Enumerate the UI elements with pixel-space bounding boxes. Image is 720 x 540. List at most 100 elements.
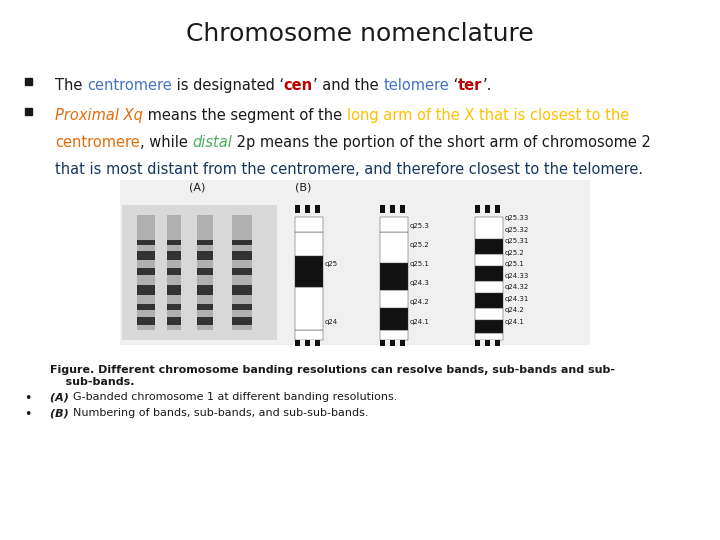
Bar (167, 285, 181, 295)
Text: long arm of the X that is closest to the: long arm of the X that is closest to the (346, 108, 629, 123)
Bar (480, 340, 485, 346)
Bar (197, 251, 213, 260)
Bar (380, 340, 385, 346)
Text: (A): (A) (50, 392, 73, 402)
Bar (232, 215, 252, 330)
Text: (A): (A) (189, 182, 206, 192)
Bar (475, 205, 480, 213)
Text: cen: cen (284, 78, 313, 93)
Bar (380, 232, 408, 262)
Text: q24.32: q24.32 (505, 284, 529, 290)
Bar (300, 340, 305, 346)
Bar (385, 340, 390, 346)
Text: q25.2: q25.2 (410, 242, 430, 248)
Bar (25, 108, 32, 115)
Bar (137, 285, 155, 295)
Bar (495, 340, 500, 346)
Text: q24.1: q24.1 (410, 319, 430, 325)
Text: q25.3: q25.3 (410, 222, 430, 229)
Bar (232, 285, 252, 295)
Bar (380, 262, 408, 289)
Bar (390, 340, 395, 346)
Bar (310, 205, 315, 213)
Text: q24.33: q24.33 (505, 273, 529, 279)
Text: , while: , while (140, 135, 192, 150)
Text: q24.2: q24.2 (410, 299, 430, 306)
Text: telomere: telomere (383, 78, 449, 93)
Bar (395, 205, 400, 213)
Bar (197, 268, 213, 275)
Bar (475, 293, 503, 308)
Text: q25.33: q25.33 (505, 215, 529, 221)
Bar (485, 205, 490, 213)
Text: ’.: ’. (482, 78, 492, 93)
Bar (295, 330, 323, 340)
Bar (475, 217, 503, 239)
Bar (380, 308, 408, 330)
Text: 2p means the portion of the short arm of chromosome 2: 2p means the portion of the short arm of… (232, 135, 651, 150)
Text: q25.1: q25.1 (410, 261, 430, 267)
Bar (295, 205, 300, 213)
Bar (390, 205, 395, 213)
Bar (295, 217, 323, 232)
Bar (475, 333, 503, 340)
Bar (300, 205, 305, 213)
Text: ’ and the: ’ and the (313, 78, 383, 93)
Bar (310, 340, 315, 346)
Text: q25.32: q25.32 (505, 227, 529, 233)
Bar (380, 205, 385, 213)
Bar (475, 266, 503, 281)
Bar (167, 317, 181, 325)
Bar (380, 217, 408, 232)
Bar (197, 240, 213, 245)
Text: (B): (B) (295, 182, 311, 192)
Bar (380, 289, 408, 308)
Text: centromere: centromere (87, 78, 172, 93)
Text: ter: ter (458, 78, 482, 93)
Text: Figure. Different chromosome banding resolutions can resolve bands, sub-bands an: Figure. Different chromosome banding res… (50, 365, 615, 387)
Bar (305, 340, 310, 346)
Bar (197, 317, 213, 325)
Text: ‘: ‘ (449, 78, 458, 93)
Bar (295, 232, 323, 256)
Text: •: • (24, 408, 32, 421)
Bar (232, 268, 252, 275)
Text: Proximal Xq: Proximal Xq (55, 108, 143, 123)
Text: (B): (B) (50, 408, 73, 418)
Text: G-banded chromosome 1 at different banding resolutions.: G-banded chromosome 1 at different bandi… (73, 392, 397, 402)
Bar (495, 205, 500, 213)
Bar (232, 240, 252, 245)
Text: q25: q25 (325, 261, 338, 267)
Text: q24.2: q24.2 (505, 307, 525, 313)
Text: q25.1: q25.1 (505, 261, 525, 267)
Bar (400, 205, 405, 213)
Bar (167, 240, 181, 245)
Bar (232, 317, 252, 325)
Bar (120, 180, 590, 345)
Bar (25, 78, 32, 85)
Text: that is most distant from the centromere, and therefore closest to the telomere.: that is most distant from the centromere… (55, 162, 643, 177)
Bar (475, 281, 503, 293)
Text: q24.3: q24.3 (410, 280, 430, 286)
Text: q24.1: q24.1 (505, 319, 525, 325)
Bar (167, 215, 181, 330)
Bar (232, 251, 252, 260)
Text: centromere: centromere (55, 135, 140, 150)
Bar (197, 304, 213, 310)
Bar (475, 239, 503, 254)
Text: distal: distal (192, 135, 232, 150)
Bar (400, 340, 405, 346)
Bar (480, 205, 485, 213)
Bar (122, 205, 277, 340)
Text: means the segment of the: means the segment of the (143, 108, 346, 123)
Bar (137, 317, 155, 325)
Bar (167, 251, 181, 260)
Text: •: • (24, 392, 32, 405)
Bar (137, 251, 155, 260)
Bar (295, 256, 323, 287)
Bar (315, 340, 320, 346)
Bar (305, 205, 310, 213)
Text: q24.31: q24.31 (505, 295, 529, 301)
Bar (475, 340, 480, 346)
Bar (197, 215, 213, 330)
